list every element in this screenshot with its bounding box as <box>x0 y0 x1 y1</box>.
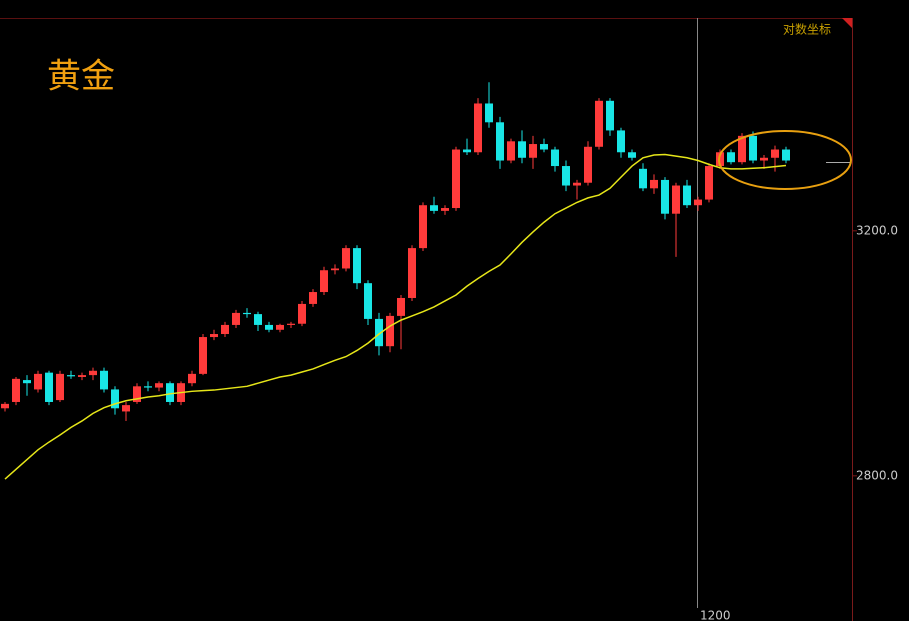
candle-body <box>705 166 713 200</box>
candle-body <box>617 130 625 153</box>
candle-body <box>408 248 416 298</box>
candle-body <box>210 334 218 338</box>
candle-body <box>320 270 328 293</box>
candle-body <box>122 405 130 412</box>
candle-body <box>188 373 196 384</box>
crosshair-label-box <box>697 608 737 621</box>
candle-body <box>56 373 64 401</box>
candle-body <box>287 323 295 325</box>
candle-body <box>749 135 757 161</box>
candle-body <box>683 185 691 206</box>
candle-body <box>573 182 581 186</box>
candle-body <box>639 168 647 189</box>
candle-body <box>232 312 240 325</box>
corner-marker <box>842 18 852 28</box>
candle-body <box>463 149 471 153</box>
candle-body <box>34 373 42 390</box>
candle-body <box>111 389 119 409</box>
candle-body <box>331 268 339 271</box>
candle-body <box>1 403 9 409</box>
candle-body <box>144 386 152 388</box>
candle-body <box>78 375 86 377</box>
candle-body <box>452 149 460 209</box>
candle-body <box>694 199 702 206</box>
candle-body <box>661 179 669 214</box>
candle-body <box>221 324 229 335</box>
candle-body <box>771 149 779 158</box>
candle-body <box>342 248 350 269</box>
candle-body <box>430 205 438 211</box>
candle-body <box>540 144 548 150</box>
candle-body <box>760 157 768 161</box>
candle-body <box>474 103 482 153</box>
candle-body <box>562 166 570 186</box>
candle-body <box>364 283 372 319</box>
candle-body <box>133 386 141 402</box>
candle-body <box>100 370 108 390</box>
candle-body <box>89 370 97 376</box>
highlight-ellipse <box>718 130 852 190</box>
candle-body <box>298 303 306 324</box>
chart-title: 黄金 <box>47 57 115 97</box>
y-tick-label: 2800.0 <box>856 468 898 482</box>
candle-body <box>628 152 636 158</box>
candle-body <box>12 378 20 402</box>
candle-body <box>507 141 515 161</box>
candle-body <box>782 149 790 161</box>
candle-body <box>397 297 405 316</box>
crosshair-label: 1200 <box>700 609 731 621</box>
candle-body <box>23 380 31 384</box>
candle-body <box>276 324 284 330</box>
candle-body <box>485 103 493 123</box>
candle-body <box>166 383 174 402</box>
candle-body <box>419 205 427 249</box>
candle-body <box>738 135 746 163</box>
scale-label: 对数坐标 <box>783 22 831 37</box>
candle-body <box>595 100 603 147</box>
y-tick-label: 3200.0 <box>856 223 898 237</box>
candle-body <box>309 292 317 304</box>
candle-body <box>551 149 559 167</box>
candle-body <box>672 185 680 214</box>
candle-body <box>584 146 592 183</box>
candle-body <box>243 312 251 315</box>
candle-body <box>441 208 449 211</box>
candle-body <box>265 324 273 330</box>
candle-body <box>518 141 526 158</box>
candle-body <box>254 314 262 325</box>
candle-body <box>375 318 383 347</box>
candle-body <box>199 337 207 374</box>
candle-body <box>606 100 614 131</box>
candle-body <box>650 179 658 189</box>
candle-body <box>67 375 75 377</box>
candle-body <box>529 144 537 158</box>
candle-body <box>155 383 163 388</box>
candle-body <box>353 248 361 284</box>
moving-average <box>4 153 787 480</box>
candle-body <box>496 122 504 161</box>
candle-body <box>386 315 394 347</box>
candle-body <box>45 372 53 402</box>
candle-body <box>727 152 735 163</box>
